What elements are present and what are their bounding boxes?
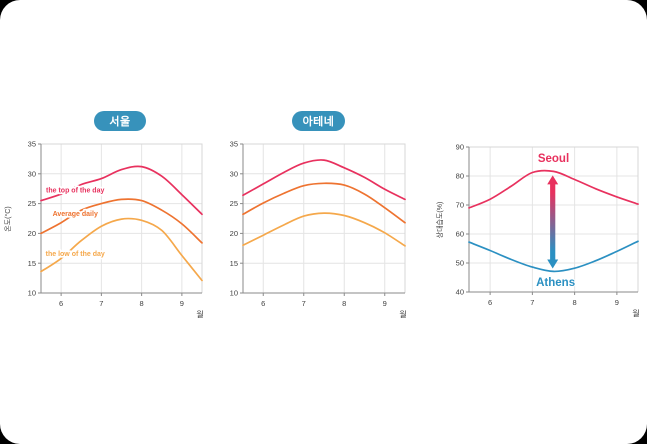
series-line-average-daily — [40, 198, 203, 244]
x-tick-label: 6 — [261, 299, 265, 308]
y-tick-label: 25 — [230, 199, 238, 208]
series-line-the-top-of-the-day — [40, 165, 203, 216]
y-tick-label: 60 — [456, 230, 464, 239]
y-tick-label: 40 — [456, 288, 464, 297]
series-line-average-daily — [242, 182, 406, 224]
y-tick-label: 10 — [28, 289, 36, 298]
y-tick-label: 25 — [28, 199, 36, 208]
annotation-label-seoul: Seoul — [538, 153, 569, 165]
x-tick-label: 9 — [615, 298, 619, 307]
plot-border-light — [243, 143, 406, 293]
athens-chart-title-badge: 아테네 — [292, 111, 345, 131]
x-tick-label: 8 — [140, 299, 144, 308]
humidity-comparison-chart: 90 80 70 60 50 40 6 7 8 9 월 Seoul Athens — [456, 143, 640, 318]
x-tick-label: 9 — [383, 299, 387, 308]
temperature-y-axis-label: 온도(°C) — [5, 206, 12, 232]
y-tick-label: 20 — [28, 229, 36, 238]
y-tick-label: 90 — [456, 143, 464, 152]
annotation-label-athens: Athens — [536, 277, 575, 289]
y-tick-label: 15 — [28, 259, 36, 268]
series-line-seoul — [468, 169, 639, 209]
series-line-the-low-of-the-day — [40, 217, 203, 282]
x-tick-label: 6 — [488, 298, 492, 307]
y-tick-label: 70 — [456, 201, 464, 210]
y-tick-label: 30 — [28, 169, 36, 178]
y-tick-label: 80 — [456, 172, 464, 181]
y-tick-label: 10 — [230, 289, 238, 298]
x-tick-label: 9 — [180, 299, 184, 308]
y-tick-label: 15 — [230, 259, 238, 268]
seoul-chart-title-badge: 서울 — [94, 111, 146, 131]
series-label: the low of the day — [46, 251, 105, 258]
x-axis-unit-label: 월 — [632, 308, 639, 318]
series-line-athens — [468, 240, 639, 273]
x-tick-label: 7 — [530, 298, 534, 307]
comparison-arrow — [547, 175, 559, 269]
y-tick-label: 50 — [456, 259, 464, 268]
seoul-temperature-chart: 35 30 25 20 15 10 6 7 8 9 월 the top of the day Avera… — [28, 140, 204, 319]
series-line-the-top-of-the-day — [242, 159, 406, 201]
athens-temperature-chart: 35 30 25 20 15 10 6 7 8 9 월 — [230, 140, 407, 319]
x-tick-label: 7 — [302, 299, 306, 308]
series-label: Average daily — [53, 211, 98, 218]
x-axis-unit-label: 월 — [399, 309, 406, 319]
x-tick-label: 8 — [342, 299, 346, 308]
series-label: the top of the day — [46, 187, 104, 194]
humidity-y-axis-label: 상대습도(%) — [437, 201, 444, 239]
y-tick-label: 20 — [230, 229, 238, 238]
y-tick-label: 35 — [28, 140, 36, 149]
series-line-the-low-of-the-day — [242, 212, 406, 247]
x-axis-unit-label: 월 — [196, 309, 203, 319]
x-tick-label: 8 — [573, 298, 577, 307]
y-tick-label: 30 — [230, 169, 238, 178]
x-tick-label: 7 — [99, 299, 103, 308]
y-tick-label: 35 — [230, 140, 238, 149]
axis-spines — [242, 144, 405, 294]
x-tick-label: 6 — [59, 299, 63, 308]
plot-border-light — [469, 146, 639, 292]
